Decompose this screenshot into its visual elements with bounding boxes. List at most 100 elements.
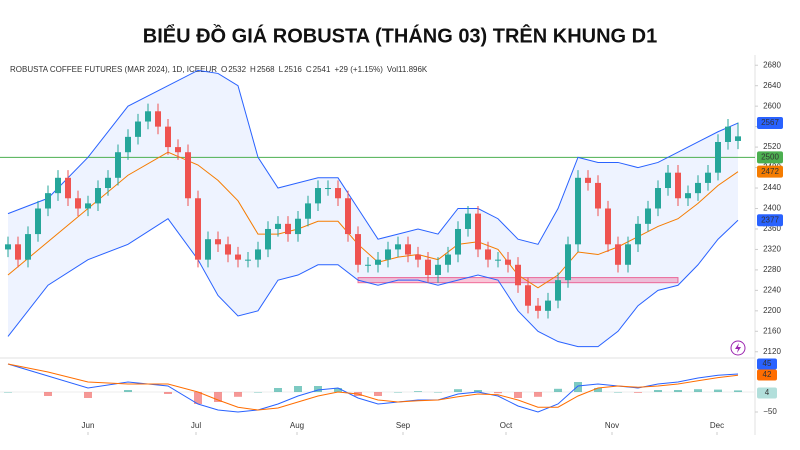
macd-badge (757, 387, 777, 399)
legend-value: 2541 (313, 65, 331, 74)
macd-badge (757, 369, 777, 381)
candle-body (235, 254, 241, 260)
candle-body (155, 111, 161, 127)
legend-label: H (250, 65, 256, 74)
macd-histogram-bar (4, 392, 12, 393)
candle-body (205, 239, 211, 260)
candle-body (45, 193, 51, 209)
macd-badge-label: 4 (765, 388, 770, 397)
macd-histogram-bar (394, 392, 402, 393)
macd-histogram-bar (694, 389, 702, 392)
candle-body (555, 280, 561, 301)
macd-histogram-bar (514, 392, 522, 398)
legend-value: 2532 (228, 65, 246, 74)
legend-text: ROBUSTA COFFEE FUTURES (MAR 2024), 1D, I… (10, 65, 217, 74)
candle-body (545, 300, 551, 311)
candle-body (115, 152, 121, 178)
legend-label: C (306, 65, 312, 74)
candle-body (505, 259, 511, 265)
candle-body (275, 223, 281, 229)
candle-body (35, 208, 41, 235)
candle-body (345, 198, 351, 235)
macd-histogram-bar (554, 388, 562, 392)
candle-body (615, 244, 621, 265)
candle-body (725, 126, 731, 142)
price-badge (757, 165, 783, 178)
candle-body (225, 244, 231, 255)
y-tick-label: 2280 (763, 265, 781, 274)
candle-body (245, 259, 251, 261)
macd-histogram-bar (334, 388, 342, 392)
macd-histogram-bar (414, 391, 422, 392)
macd-badge (757, 358, 777, 370)
x-tick-label: Sep (396, 421, 411, 430)
macd-histogram-bar (474, 390, 482, 392)
y-tick-label: 2160 (763, 326, 781, 335)
y-tick-label: 2400 (763, 204, 781, 213)
macd-histogram-bar (574, 382, 582, 392)
candle-body (355, 234, 361, 265)
y-tick-label: 2320 (763, 245, 781, 254)
alert-bolt (735, 343, 741, 353)
candle-body (455, 228, 461, 255)
candle-body (15, 244, 21, 260)
legend-label: O (221, 65, 227, 74)
candle-body (665, 172, 671, 189)
candle-body (105, 177, 111, 189)
macd-histogram-bar (674, 390, 682, 392)
candle-body (405, 244, 411, 255)
candle-body (365, 264, 371, 266)
price-badge-label: 2567 (761, 118, 779, 127)
candle-body (265, 228, 271, 250)
macd-badge-label: 45 (763, 359, 772, 368)
y-tick-label: 2120 (763, 347, 781, 356)
legend-value: 2568 (257, 65, 275, 74)
candle-body (385, 249, 391, 260)
candle-body (255, 249, 261, 260)
candle-body (735, 136, 741, 141)
candle-body (195, 198, 201, 260)
legend-label: L (279, 65, 284, 74)
candle-body (645, 208, 651, 224)
candle-body (425, 259, 431, 276)
y-tick-label: 2600 (763, 101, 781, 110)
macd-histogram-bar (234, 392, 242, 397)
candle-body (655, 188, 661, 209)
candle-body (535, 305, 541, 311)
x-tick-label: Jun (82, 421, 95, 430)
candle-body (165, 126, 171, 148)
macd-histogram-bar (454, 389, 462, 392)
macd-histogram-bar (634, 392, 642, 393)
candle-body (65, 177, 71, 199)
macd-histogram-bar (294, 386, 302, 392)
price-badge (757, 117, 783, 130)
candle-body (625, 244, 631, 265)
candle-body (325, 188, 331, 190)
candle-body (495, 259, 501, 261)
band-lower (7, 218, 739, 348)
legend-value: 2516 (284, 65, 302, 74)
y-tick-label: 2640 (763, 81, 781, 90)
y-tick-label: 2240 (763, 285, 781, 294)
macd-histogram-bar (654, 390, 662, 392)
candle-body (395, 244, 401, 250)
macd-histogram-bar (214, 392, 222, 402)
y-tick-label: 2200 (763, 306, 781, 315)
x-tick-label: Nov (605, 421, 619, 430)
candle-body (685, 193, 691, 199)
legend-header: ROBUSTA COFFEE FUTURES (MAR 2024), 1D, I… (10, 65, 428, 74)
price-badge-label: 2472 (761, 167, 779, 176)
legend-text: +29 (+1.15%) (334, 65, 383, 74)
macd-badge-label: 42 (763, 370, 772, 379)
candle-body (215, 239, 221, 245)
price-badge (757, 214, 783, 227)
macd-histogram-bar (84, 392, 92, 398)
macd-histogram-bar (44, 392, 52, 396)
chart-title: BIỂU ĐỒ GIÁ ROBUSTA (THÁNG 03) TRÊN KHUN… (143, 23, 657, 47)
macd-line (7, 363, 739, 413)
candle-body (465, 213, 471, 229)
candle-body (75, 198, 81, 209)
candle-body (715, 141, 721, 173)
candle-body (585, 177, 591, 183)
legend-text: Vol11.896K (387, 65, 428, 74)
